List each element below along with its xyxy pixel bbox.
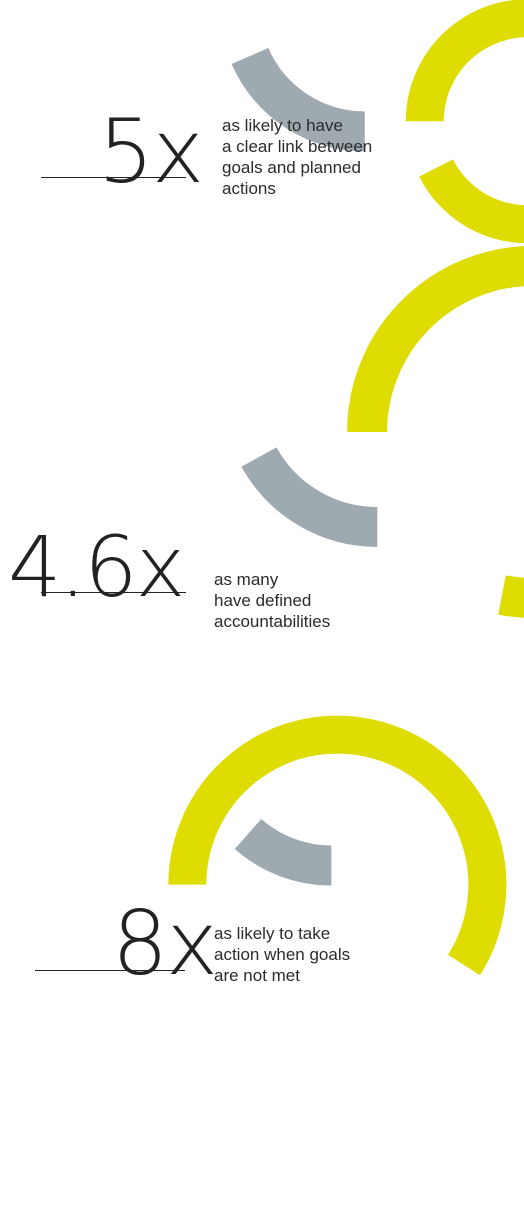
comparison-arc xyxy=(241,446,378,547)
leader-arc xyxy=(168,715,507,976)
comparison-arc xyxy=(234,818,332,886)
leader-arc xyxy=(347,246,524,618)
comparison-arc xyxy=(231,47,366,152)
leader-arc xyxy=(405,0,524,244)
